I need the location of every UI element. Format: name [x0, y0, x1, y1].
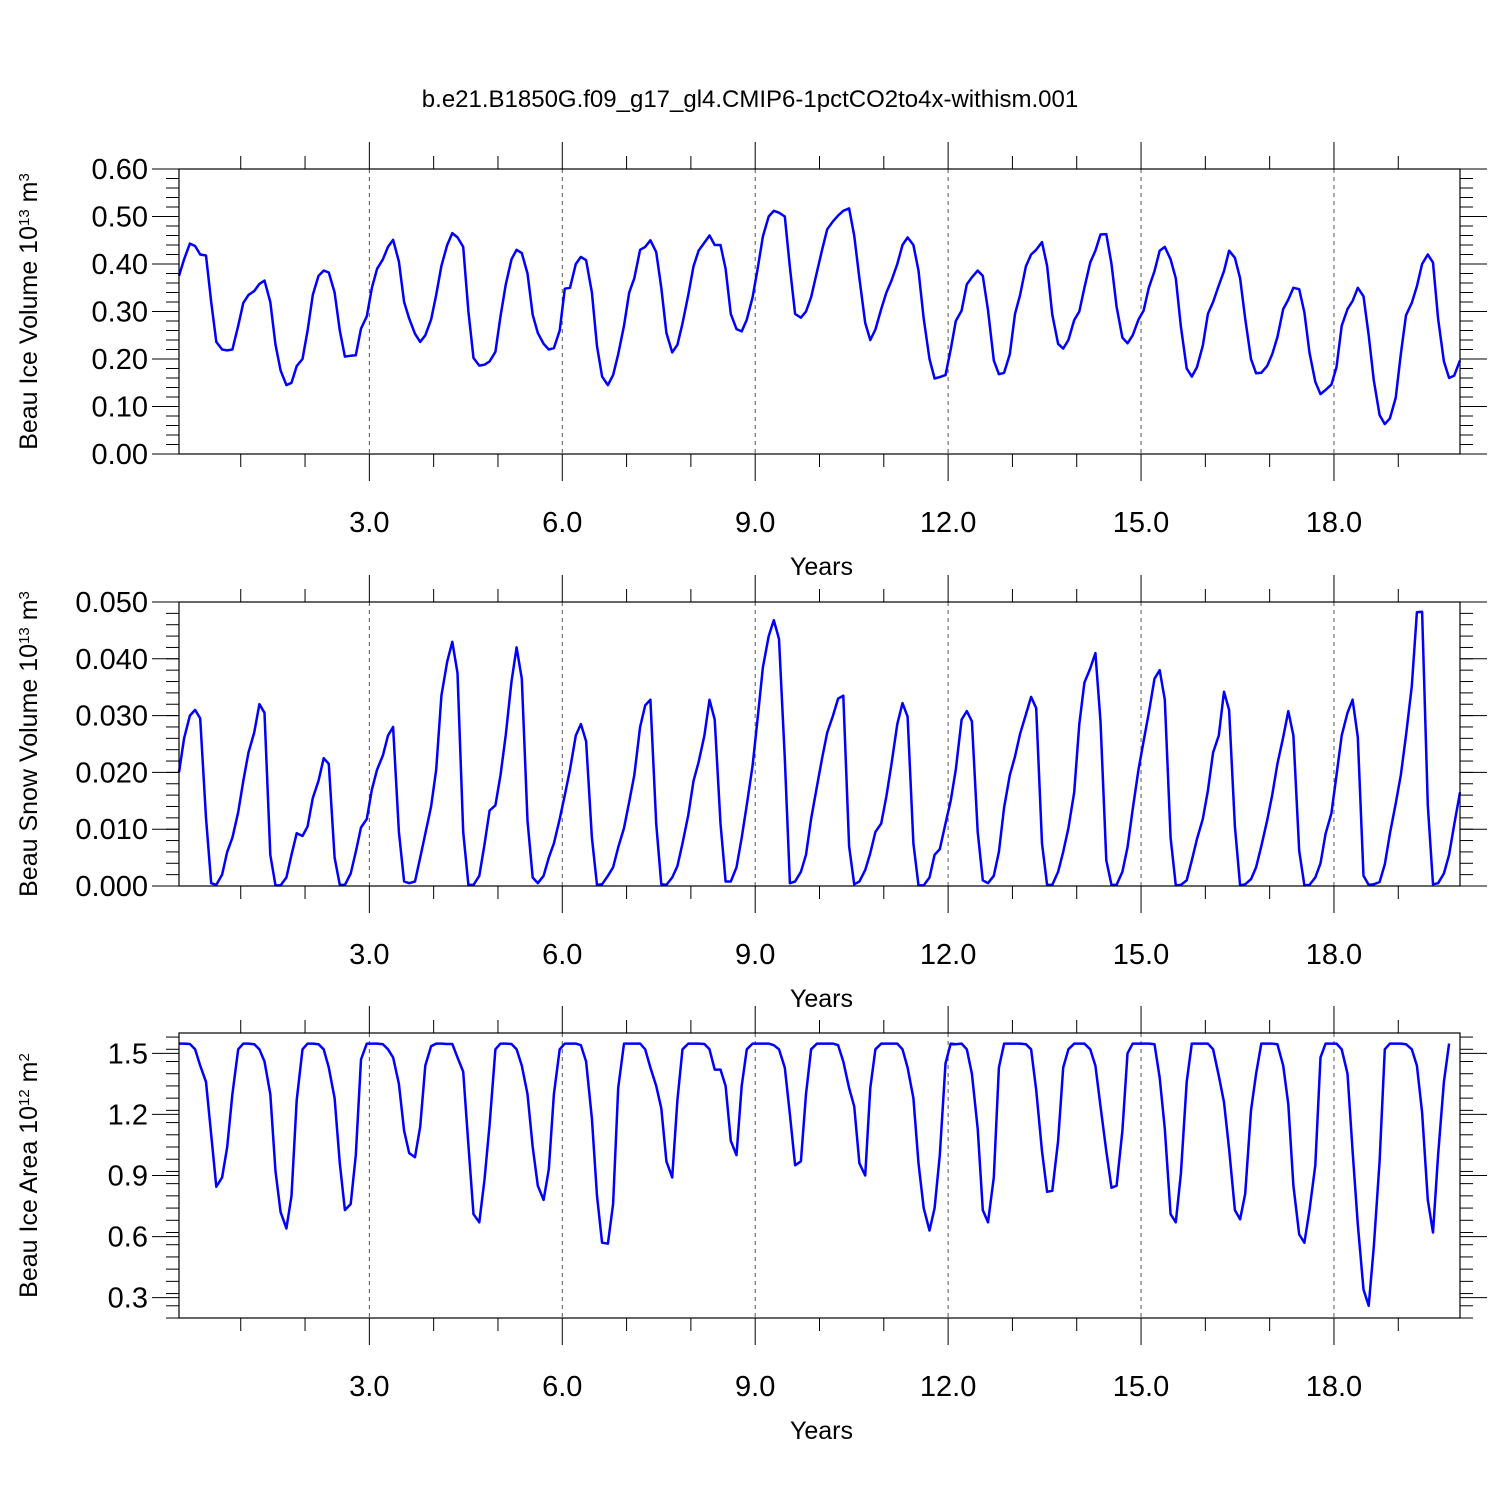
snow-volume-y-axis-title: Beau Snow Volume 1013 m3	[15, 591, 43, 897]
ice-area-y-tick-label: 0.6	[108, 1222, 148, 1254]
ice-area-x-axis-title: Years	[790, 1417, 853, 1445]
snow-volume-x-tick-label: 18.0	[1306, 939, 1362, 971]
ice-area-series-line	[179, 1042, 1451, 1308]
ice-area-x-tick-label: 6.0	[542, 1371, 582, 1403]
ice-area-x-tick-label: 18.0	[1306, 1371, 1362, 1403]
ice-area-panel: 0.3 0.6 0.9 1.2 1.5 3.0 6.0 9.0 12.0 15.0 18.0 Year…	[15, 1006, 1487, 1445]
ice-volume-frame	[178, 168, 1461, 455]
snow-volume-x-tick-label: 6.0	[542, 939, 582, 971]
ice-area-x-tick-label: 9.0	[735, 1371, 775, 1403]
ice-volume-x-tick-label: 12.0	[920, 507, 976, 539]
snow-volume-x-axis-title: Years	[790, 985, 853, 1013]
snow-volume-series-line	[177, 610, 1462, 887]
ice-area-frame	[178, 1032, 1461, 1319]
ice-volume-series-line	[177, 207, 1462, 426]
snow-volume-y-tick-label: 0.050	[75, 587, 148, 619]
snow-volume-y-tick-label: 0.040	[75, 644, 148, 676]
ice-volume-y-tick-label: 0.50	[92, 202, 148, 234]
ice-volume-y-tick-label: 0.30	[92, 297, 148, 329]
ice-area-y-tick-label: 1.2	[108, 1099, 148, 1131]
ice-volume-y-tick-label: 0.40	[92, 249, 148, 281]
ice-volume-y-tick-label: 0.10	[92, 392, 148, 424]
ice-area-x-tick-label: 12.0	[920, 1371, 976, 1403]
ice-area-x-tick-label: 15.0	[1113, 1371, 1169, 1403]
snow-volume-y-tick-label: 0.000	[75, 871, 148, 903]
snow-volume-x-tick-label: 12.0	[920, 939, 976, 971]
ice-volume-panel: 0.00 0.10 0.20 0.30 0.40 0.50 0.60 3.0 6.0 9.0 12.…	[15, 142, 1487, 581]
ice-volume-x-tick-label: 6.0	[542, 507, 582, 539]
figure-title: b.e21.B1850G.f09_g17_gl4.CMIP6-1pctCO2to…	[422, 86, 1078, 113]
ice-area-y-tick-label: 0.9	[108, 1161, 148, 1193]
ice-volume-y-tick-label: 0.60	[92, 154, 148, 186]
ice-volume-x-tick-label: 3.0	[349, 507, 389, 539]
snow-volume-frame	[178, 601, 1461, 887]
ice-volume-y-axis-title: Beau Ice Volume 1013 m3	[15, 173, 43, 450]
ice-area-y-axis-title: Beau Ice Area 1012 m2	[15, 1053, 43, 1298]
ice-volume-y-tick-label: 0.20	[92, 344, 148, 376]
ice-volume-x-tick-label: 9.0	[735, 507, 775, 539]
ice-volume-x-tick-label: 18.0	[1306, 507, 1362, 539]
snow-volume-x-tick-label: 3.0	[349, 939, 389, 971]
ice-volume-x-tick-label: 15.0	[1113, 507, 1169, 539]
snow-volume-x-tick-label: 15.0	[1113, 939, 1169, 971]
snow-volume-y-tick-label: 0.020	[75, 757, 148, 789]
snow-volume-y-tick-label: 0.010	[75, 814, 148, 846]
ice-volume-y-tick-label: 0.00	[92, 439, 148, 471]
ice-area-x-tick-label: 3.0	[349, 1371, 389, 1403]
snow-volume-x-tick-label: 9.0	[735, 939, 775, 971]
ice-volume-x-axis-title: Years	[790, 553, 853, 581]
snow-volume-y-tick-label: 0.030	[75, 701, 148, 733]
snow-volume-panel: 0.000 0.010 0.020 0.030 0.040 0.050 3.0 6.0 9.0 1…	[15, 575, 1487, 1013]
ice-area-y-tick-label: 0.3	[108, 1283, 148, 1315]
ice-area-y-tick-label: 1.5	[108, 1038, 148, 1070]
